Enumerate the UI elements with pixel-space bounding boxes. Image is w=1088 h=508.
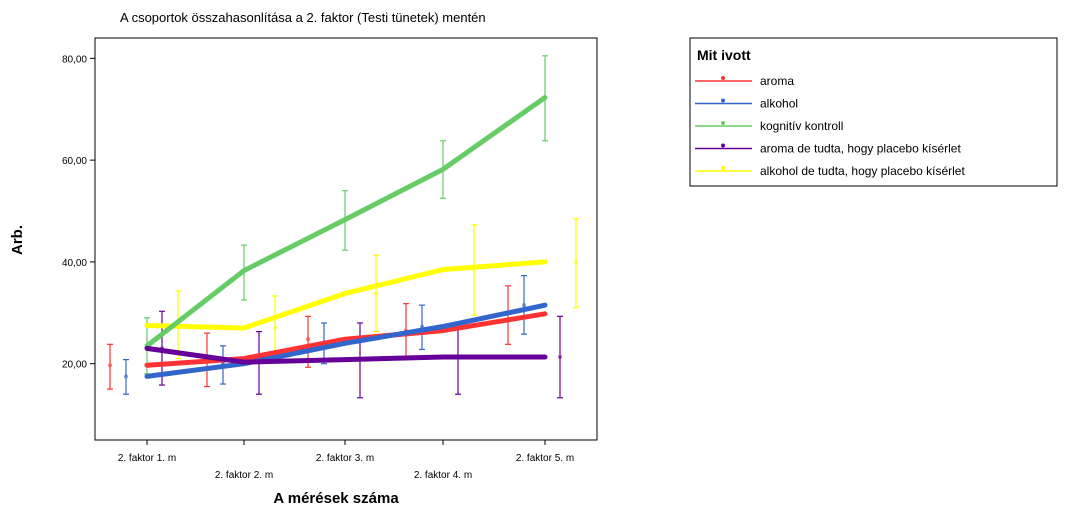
legend-item: alkohol de tudta, hogy placebo kísérlet [695,164,965,178]
legend-label: aroma de tudta, hogy placebo kísérlet [760,142,961,156]
legend-marker [721,121,725,125]
legend-title: Mit ivott [697,47,751,63]
x-tick-label: 2. faktor 5. m [516,453,574,464]
series-line [144,311,548,368]
legend-box [689,37,1058,187]
y-tick-label: 20,00 [62,360,87,371]
x-tick-label: 2. faktor 2. m [215,470,273,481]
x-tick-label: 2. faktor 1. m [118,453,176,464]
data-point [374,291,378,296]
plot-area [94,37,598,441]
y-axis-label: Arb. [9,225,26,255]
y-tick-label: 80,00 [62,54,87,65]
error-bars [107,55,579,399]
legend-label: aroma [760,74,794,88]
data-point [108,363,112,368]
data-point [558,355,562,360]
data-point [273,326,277,331]
y-axis: 20,00 40,00 60,00 80,00 [62,54,95,371]
data-point [574,259,578,264]
legend-label: alkohol de tudta, hogy placebo kísérlet [760,164,965,178]
series-line [144,95,548,349]
legend: Mit ivott aroma alkohol kognitív kontroll a… [689,37,1058,187]
series-line [144,259,548,331]
legend-marker [721,166,725,170]
data-point [522,303,526,308]
series-layer [107,55,579,399]
data-point [306,337,310,342]
x-axis-label: A mérések száma [273,490,399,507]
series-lines [144,95,548,379]
legend-item: alkohol [695,97,798,111]
legend-marker [721,76,725,80]
legend-marker [721,98,725,103]
y-tick-label: 40,00 [62,258,87,269]
x-axis: 2. faktor 1. m 2. faktor 2. m 2. faktor 3.… [118,440,574,481]
series-line [144,302,548,379]
x-tick-label: 2. faktor 3. m [316,453,374,464]
data-point [124,374,128,379]
series-line [144,345,548,365]
legend-label: alkohol [760,97,798,111]
legend-item: kognitív kontroll [695,119,843,133]
legend-label: kognitív kontroll [760,119,843,133]
x-tick-label: 2. faktor 4. m [414,470,472,481]
legend-item: aroma [695,74,794,88]
legend-marker [721,143,725,148]
y-tick-label: 60,00 [62,156,87,167]
chart-title: A csoportok összahasonlítása a 2. faktor… [120,10,486,25]
legend-item: aroma de tudta, hogy placebo kísérlet [695,142,961,156]
